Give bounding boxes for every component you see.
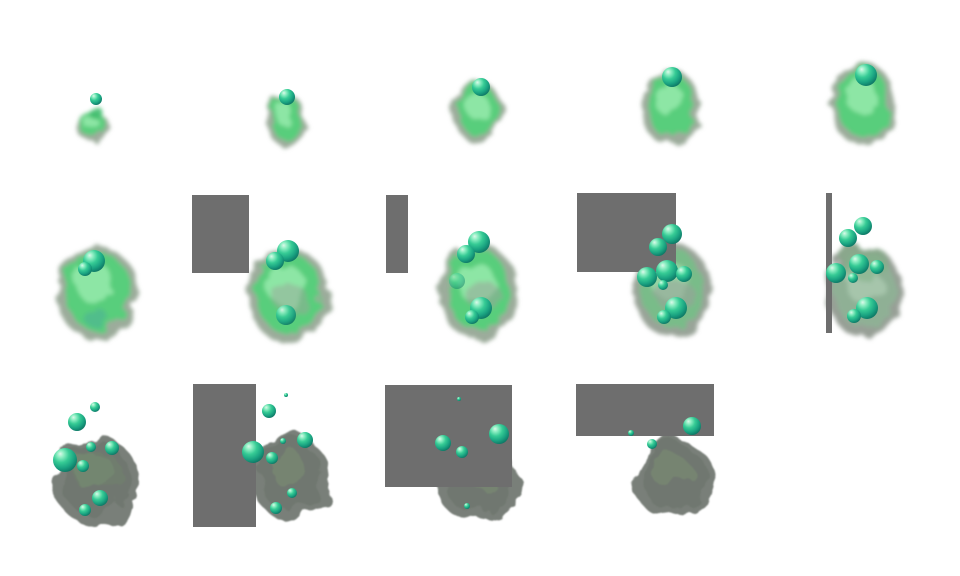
placeholder-rect (826, 193, 832, 333)
bubble (92, 490, 108, 506)
sprite-row2-frame5 (826, 193, 903, 338)
bubble (297, 432, 313, 448)
bubble (628, 430, 634, 436)
sprite-row1-frame1 (76, 93, 110, 141)
sprite-row3-frame1 (53, 402, 137, 525)
cloud-puff (83, 310, 109, 326)
bubble (489, 424, 509, 444)
bubble (90, 93, 102, 105)
cloud-blob (454, 81, 502, 143)
bubble (262, 404, 276, 418)
bubble (53, 448, 77, 472)
cloud-blob (641, 69, 699, 145)
cloud-highlight (275, 103, 295, 126)
bubble (637, 267, 657, 287)
bubble (266, 452, 278, 464)
placeholder-rect (192, 195, 249, 273)
bubble (856, 297, 878, 319)
cloud-highlight (654, 83, 683, 116)
smoke-highlight (269, 450, 307, 487)
cloud-highlight (465, 92, 489, 119)
bubble (266, 252, 284, 270)
bubble (662, 224, 682, 244)
bubble (280, 438, 286, 444)
bubble (464, 503, 470, 509)
bubble (656, 260, 678, 282)
bubble (870, 260, 884, 274)
bubble (449, 273, 465, 289)
sprite-row1-frame5 (830, 63, 896, 145)
cloud-blob (76, 104, 110, 141)
sprite-row3-frame2 (193, 384, 328, 527)
bubble (276, 305, 296, 325)
bubble (676, 266, 692, 282)
bubble (105, 441, 119, 455)
sprite-row2-frame4 (577, 193, 711, 337)
bubble (287, 488, 297, 498)
smoke-blob (630, 440, 714, 516)
bubble (77, 460, 89, 472)
smoke-blob (53, 435, 137, 525)
frames-layer (53, 63, 903, 527)
bubble (848, 273, 858, 283)
smoke-puff (70, 450, 120, 490)
bubble (647, 439, 657, 449)
sprite-row3-frame4 (576, 384, 714, 516)
smoke-blob (252, 434, 328, 520)
cloud-blob (266, 94, 306, 146)
smoke-highlight (649, 454, 691, 487)
sprite-row2-frame2 (192, 195, 328, 343)
cloud-blob (830, 63, 896, 145)
sprite-row1-frame3 (454, 78, 502, 143)
bubble (854, 217, 872, 235)
bubble (683, 417, 701, 435)
bubble (90, 402, 100, 412)
sprite-row1-frame2 (266, 89, 306, 146)
placeholder-rect (577, 193, 676, 272)
sprite-row2-frame1 (57, 246, 137, 340)
bubble (270, 502, 282, 514)
bubble (468, 231, 490, 253)
cloud-blob (57, 246, 137, 340)
bubble (465, 310, 479, 324)
bubble (658, 280, 668, 290)
bubble (279, 89, 295, 105)
bubble (284, 393, 288, 397)
bubble (435, 435, 451, 451)
bubble (839, 229, 857, 247)
bubble (649, 238, 667, 256)
bubble (855, 64, 877, 86)
sprite-row1-frame4 (641, 67, 699, 145)
bubble (662, 67, 682, 87)
sprite-row2-frame3 (386, 195, 517, 340)
cloud-highlight (845, 78, 878, 114)
bubble (457, 397, 461, 401)
bubble (457, 245, 475, 263)
bubble (79, 504, 91, 516)
bubble (849, 254, 869, 274)
sprite-row3-frame3 (385, 385, 521, 521)
cloud-highlight (83, 118, 101, 131)
bubble (68, 413, 86, 431)
bubble (657, 310, 671, 324)
bubble (472, 78, 490, 96)
cloud-puff (90, 104, 100, 120)
cloud-blob (439, 244, 517, 340)
bubble (86, 442, 96, 452)
bubble (242, 441, 264, 463)
placeholder-rect (386, 195, 408, 273)
bubble (456, 446, 468, 458)
bubble (78, 262, 92, 276)
bubble (847, 309, 861, 323)
bubble (826, 263, 846, 283)
bubble (665, 297, 687, 319)
